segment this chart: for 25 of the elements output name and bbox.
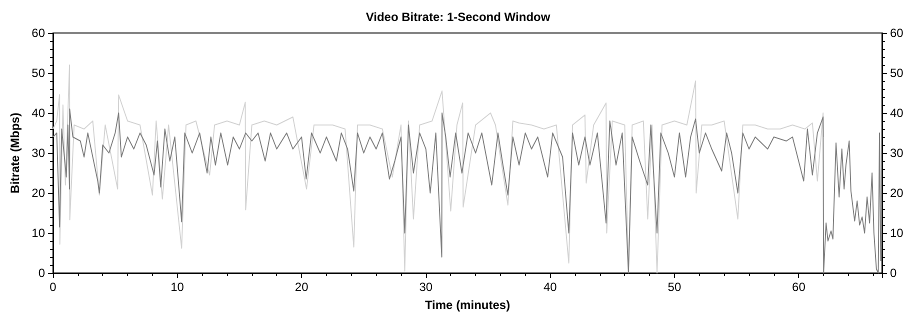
y2-tick-label: 30 [890,146,904,160]
chart-title: Video Bitrate: 1-Second Window [366,10,551,24]
x-tick-label: 0 [50,280,57,294]
y2-tick-label: 10 [890,226,904,240]
x-tick-label: 40 [543,280,558,294]
y-tick-label: 50 [32,66,46,80]
y2-tick-label: 20 [890,186,904,200]
y-tick-label: 20 [32,186,46,200]
y2-tick-label: 50 [890,66,904,80]
x-tick-label: 20 [294,280,309,294]
y-tick-label: 40 [32,106,46,120]
y-tick-label: 60 [32,26,46,40]
y-tick-label: 10 [32,226,46,240]
y-tick-label: 0 [38,266,46,280]
x-axis-title: Time (minutes) [424,298,510,312]
y2-tick-label: 0 [890,266,897,280]
y2-tick-label: 60 [890,26,904,40]
x-tick-label: 30 [419,280,433,294]
x-tick-label: 10 [170,280,184,294]
line-series [52,64,824,274]
y-tick-label: 30 [32,146,46,160]
x-tick-label: 50 [668,280,682,294]
y-axis-title: Bitrate (Mbps) [8,112,22,194]
x-tick-label: 60 [792,280,806,294]
y2-tick-label: 40 [890,106,904,120]
